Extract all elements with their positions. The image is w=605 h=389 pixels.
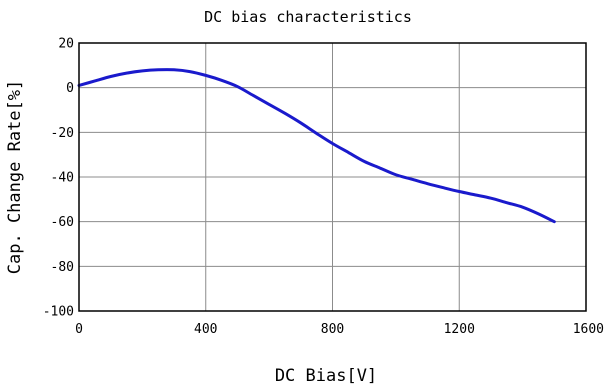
y-tick-label: -100 <box>43 305 74 320</box>
grid-lines <box>79 43 586 311</box>
y-tick-label: 20 <box>58 37 74 52</box>
y-tick-label: -80 <box>51 260 74 275</box>
x-tick-label: 1200 <box>444 322 475 337</box>
x-tick-label: 0 <box>75 322 83 337</box>
series-layer <box>77 68 556 224</box>
x-tick-labels: 0 400 800 1200 1600 <box>75 322 604 337</box>
y-tick-label: -20 <box>51 126 74 141</box>
chart-title: DC bias characteristics <box>204 8 412 26</box>
y-axis-label: Cap. Change Rate[%] <box>5 80 25 274</box>
x-tick-label: 800 <box>321 322 344 337</box>
x-axis-label: DC Bias[V] <box>275 366 377 386</box>
y-tick-labels: 20 0 -20 -40 -60 -80 -100 <box>43 37 74 320</box>
series-line <box>77 68 556 224</box>
y-tick-label: -40 <box>51 171 74 186</box>
y-tick-label: -60 <box>51 215 74 230</box>
x-tick-label: 400 <box>194 322 217 337</box>
plot-frame <box>78 42 587 312</box>
x-tick-label: 1600 <box>573 322 604 337</box>
y-tick-label: 0 <box>66 81 74 96</box>
